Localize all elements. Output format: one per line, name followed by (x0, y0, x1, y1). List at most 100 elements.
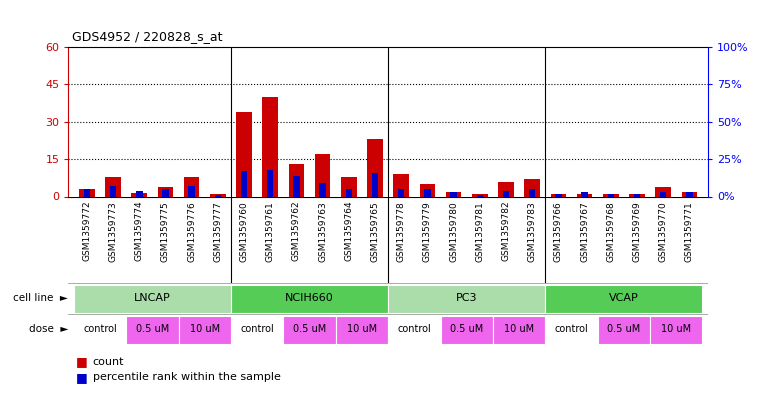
Bar (293, 176, 300, 196)
Bar (263, 97, 278, 196)
Bar (686, 192, 693, 196)
Bar (345, 189, 352, 196)
Bar (607, 193, 614, 196)
Bar (546, 316, 597, 344)
Text: 10 uM: 10 uM (189, 325, 220, 334)
Bar (660, 192, 667, 196)
Bar (493, 316, 546, 344)
Bar (162, 189, 169, 196)
Bar (158, 187, 174, 196)
Text: GSM1359783: GSM1359783 (527, 201, 537, 262)
Text: 0.5 uM: 0.5 uM (293, 325, 326, 334)
Text: 0.5 uM: 0.5 uM (450, 325, 483, 334)
Bar (498, 182, 514, 196)
Bar (550, 194, 566, 196)
Text: PC3: PC3 (456, 293, 477, 303)
Bar (682, 191, 697, 196)
Text: GSM1359782: GSM1359782 (501, 201, 511, 261)
Bar (179, 316, 231, 344)
Text: control: control (555, 325, 588, 334)
Bar (84, 189, 90, 196)
Text: LNCAP: LNCAP (134, 293, 170, 303)
Text: GSM1359775: GSM1359775 (161, 201, 170, 262)
Text: count: count (93, 356, 124, 367)
Text: 0.5 uM: 0.5 uM (607, 325, 641, 334)
Bar (79, 189, 94, 196)
Bar (231, 285, 388, 313)
Bar (105, 176, 121, 196)
Bar (419, 184, 435, 196)
Bar (655, 187, 671, 196)
Text: 10 uM: 10 uM (504, 325, 534, 334)
Bar (393, 174, 409, 196)
Text: dose  ►: dose ► (29, 325, 68, 334)
Bar (371, 173, 378, 196)
Text: GSM1359770: GSM1359770 (659, 201, 667, 262)
Text: GSM1359761: GSM1359761 (266, 201, 275, 262)
Bar (555, 193, 562, 196)
Bar (577, 194, 593, 196)
Bar (503, 191, 509, 196)
Bar (74, 316, 126, 344)
Bar (215, 195, 221, 196)
Bar (126, 316, 179, 344)
Text: GSM1359778: GSM1359778 (396, 201, 406, 262)
Text: GSM1359779: GSM1359779 (423, 201, 432, 262)
Text: GSM1359773: GSM1359773 (109, 201, 117, 262)
Bar (236, 112, 252, 196)
Text: ■: ■ (76, 355, 88, 368)
Text: NCIH660: NCIH660 (285, 293, 334, 303)
Bar (650, 316, 702, 344)
Text: VCAP: VCAP (609, 293, 638, 303)
Bar (529, 189, 536, 196)
Bar (629, 194, 645, 196)
Text: ■: ■ (76, 371, 88, 384)
Text: cell line  ►: cell line ► (13, 293, 68, 303)
Bar (74, 285, 231, 313)
Text: control: control (83, 325, 116, 334)
Bar (320, 183, 326, 196)
Bar (188, 186, 195, 196)
Bar (597, 316, 650, 344)
Bar (267, 170, 273, 196)
Bar (210, 194, 226, 196)
Text: control: control (397, 325, 431, 334)
Bar (441, 316, 493, 344)
Text: GSM1359760: GSM1359760 (240, 201, 249, 262)
Bar (388, 285, 546, 313)
Text: percentile rank within the sample: percentile rank within the sample (93, 372, 281, 382)
Bar (183, 176, 199, 196)
Bar (388, 316, 441, 344)
Bar (524, 179, 540, 196)
Text: GSM1359777: GSM1359777 (213, 201, 222, 262)
Text: GSM1359762: GSM1359762 (292, 201, 301, 261)
Bar (634, 193, 640, 196)
Bar (231, 316, 283, 344)
Bar (315, 154, 330, 196)
Bar (451, 192, 457, 196)
Text: GSM1359781: GSM1359781 (476, 201, 484, 262)
Bar (472, 194, 488, 196)
Text: GSM1359764: GSM1359764 (344, 201, 353, 261)
Bar (288, 164, 304, 196)
Bar (240, 171, 247, 196)
Text: 10 uM: 10 uM (661, 325, 691, 334)
Bar (341, 176, 357, 196)
Text: GSM1359774: GSM1359774 (135, 201, 144, 261)
Bar (476, 195, 483, 196)
Bar (581, 192, 587, 196)
Bar (110, 186, 116, 196)
Bar (398, 189, 405, 196)
Text: GSM1359776: GSM1359776 (187, 201, 196, 262)
Text: GSM1359765: GSM1359765 (371, 201, 380, 262)
Bar (132, 193, 147, 196)
Text: GSM1359780: GSM1359780 (449, 201, 458, 262)
Text: GSM1359769: GSM1359769 (632, 201, 642, 262)
Text: GSM1359766: GSM1359766 (554, 201, 563, 262)
Bar (136, 191, 142, 196)
Text: GSM1359772: GSM1359772 (82, 201, 91, 261)
Text: GSM1359763: GSM1359763 (318, 201, 327, 262)
Bar (546, 285, 702, 313)
Text: 0.5 uM: 0.5 uM (135, 325, 169, 334)
Bar (336, 316, 388, 344)
